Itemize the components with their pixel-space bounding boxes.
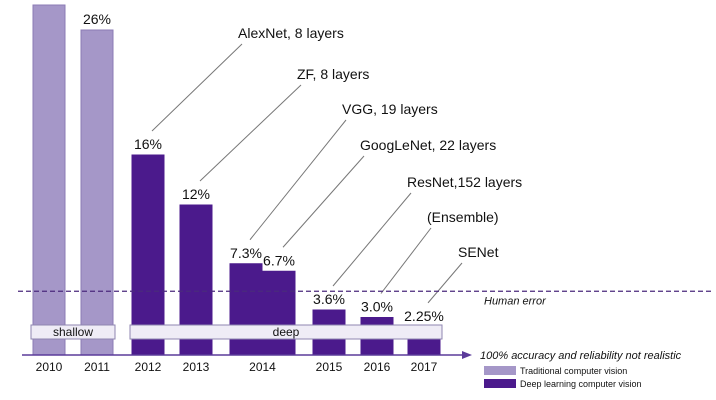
band-shallow — [30, 324, 116, 340]
network-label: GoogLeNet, 22 layers — [360, 137, 496, 153]
network-labels: AlexNet, 8 layers ZF, 8 layers VGG, 19 lay… — [238, 25, 522, 260]
leader-line — [151, 43, 243, 132]
legend: Traditional computer vision Deep learnin… — [484, 366, 642, 389]
leader-line — [282, 155, 365, 248]
x-tick-label-2017: 2017 — [411, 360, 438, 374]
leader-line — [380, 227, 432, 294]
bands-layer: shallow deep — [30, 324, 443, 340]
value-label: 12% — [182, 186, 210, 202]
value-label: 28% — [35, 0, 63, 2]
leader-line — [199, 84, 302, 182]
x-tick-label-2012: 2012 — [135, 360, 162, 374]
x-tick-label-2015: 2015 — [316, 360, 343, 374]
human-error-label: Human error — [484, 295, 547, 307]
x-axis — [22, 351, 472, 359]
bar-2012-16 — [131, 154, 165, 356]
axis-note: 100% accuracy and reliability not realis… — [480, 350, 682, 362]
leader-line — [427, 262, 463, 304]
band-label-deep: deep — [273, 325, 300, 339]
network-label: ZF, 8 layers — [297, 66, 369, 82]
legend-label-traditional: Traditional computer vision — [520, 366, 627, 376]
band-deep — [129, 324, 443, 340]
leader-line — [332, 192, 412, 287]
x-tick-label-2010: 2010 — [36, 360, 63, 374]
legend-swatch-deep — [484, 379, 516, 388]
network-label: (Ensemble) — [427, 209, 499, 225]
network-label: VGG, 19 layers — [342, 101, 438, 117]
value-label: 3.6% — [313, 291, 345, 307]
legend-swatch-traditional — [484, 366, 516, 375]
legend-label-deep: Deep learning computer vision — [520, 379, 642, 389]
bar-2011-26 — [80, 29, 114, 356]
value-labels: 28% 26% 16% 12% 7.3%6.7% 3.6% 3.0% 2.25% — [35, 0, 444, 324]
x-tick-label-2011: 2011 — [84, 360, 110, 374]
bar-2014-7_3 — [229, 263, 263, 356]
network-label: AlexNet, 8 layers — [238, 25, 344, 41]
bar-2010-28 — [32, 4, 66, 356]
network-label: ResNet,152 layers — [407, 174, 522, 190]
value-label: 3.0% — [361, 299, 393, 315]
x-tick-label-2016: 2016 — [364, 360, 391, 374]
bar-2014-6_7 — [262, 270, 296, 356]
leader-lines — [151, 43, 463, 304]
x-tick-labels: 2010 2011 2012 2013 2014 2015 2016 2017 — [36, 360, 438, 374]
value-label: 2.25% — [404, 308, 444, 324]
band-label-shallow: shallow — [53, 325, 93, 339]
leader-line — [249, 119, 347, 241]
human-error-group: Human error — [18, 290, 711, 307]
value-label: 6.7% — [263, 252, 295, 268]
value-label: 7.3% — [230, 245, 262, 261]
x-tick-label-2013: 2013 — [183, 360, 210, 374]
value-label: 16% — [134, 136, 162, 152]
value-label: 26% — [83, 11, 111, 27]
x-axis-arrowhead — [462, 351, 472, 359]
network-label: SENet — [458, 244, 499, 260]
x-tick-label-2014: 2014 — [249, 360, 276, 374]
